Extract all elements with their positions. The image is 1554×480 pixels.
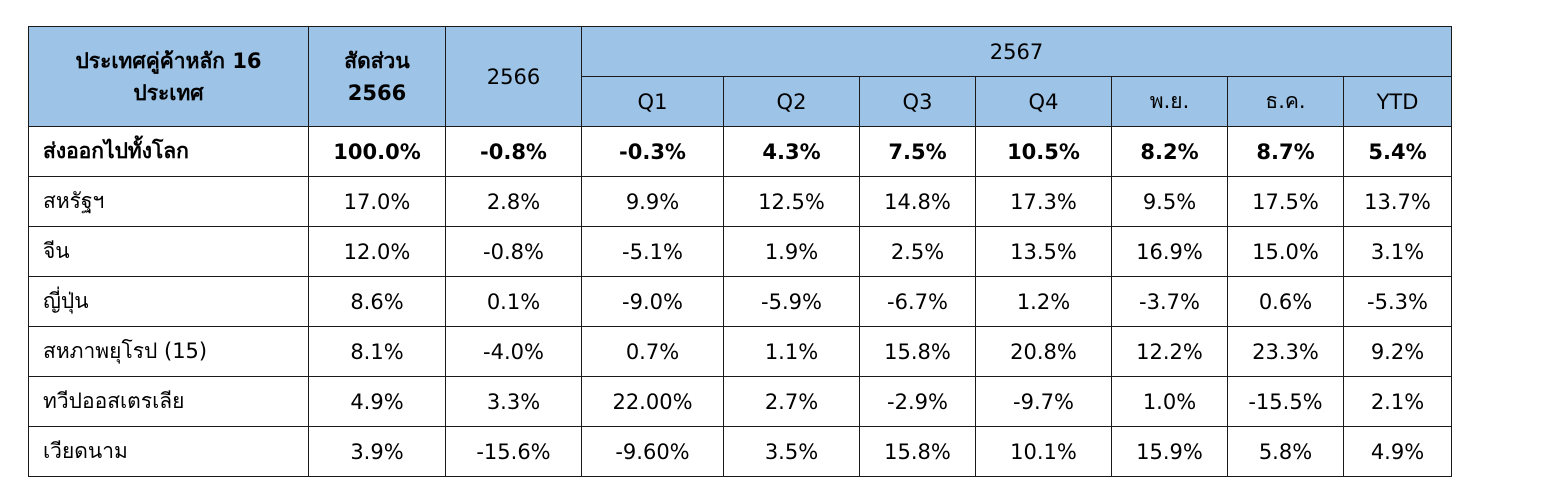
value-cell: -5.3% bbox=[1343, 276, 1452, 327]
value-cell: -4.0% bbox=[445, 326, 582, 377]
table-row: สหภาพยุโรป (15) 8.1% -4.0% 0.7% 1.1% 15.8% 20.… bbox=[28, 326, 1452, 377]
value-cell: 10.1% bbox=[975, 426, 1112, 477]
header-share-line2: 2566 bbox=[347, 80, 407, 105]
value-cell: 5.8% bbox=[1227, 426, 1344, 477]
value-cell: 10.5% bbox=[975, 126, 1112, 177]
value-cell: 1.1% bbox=[723, 326, 860, 377]
value-cell: 0.6% bbox=[1227, 276, 1344, 327]
value-cell: 8.6% bbox=[308, 276, 446, 327]
value-cell: -5.1% bbox=[581, 226, 724, 277]
value-cell: -0.8% bbox=[445, 226, 582, 277]
header-period: Q1 bbox=[581, 76, 724, 127]
value-cell: 17.0% bbox=[308, 176, 446, 227]
country-cell: ส่งออกไปทั้งโลก bbox=[28, 126, 309, 177]
country-cell: ทวีปออสเตรเลีย bbox=[28, 376, 309, 427]
header-year-curr: 2567 bbox=[581, 26, 1452, 77]
value-cell: 8.1% bbox=[308, 326, 446, 377]
value-cell: 17.5% bbox=[1227, 176, 1344, 227]
value-cell: -2.9% bbox=[859, 376, 976, 427]
country-cell: ญี่ปุ่น bbox=[28, 276, 309, 327]
header-country-line1: ประเทศคู่ค้าหลัก 16 bbox=[75, 48, 262, 73]
country-cell: สหรัฐฯ bbox=[28, 176, 309, 227]
value-cell: 15.9% bbox=[1111, 426, 1228, 477]
value-cell: 22.00% bbox=[581, 376, 724, 427]
value-cell: 23.3% bbox=[1227, 326, 1344, 377]
value-cell: 1.2% bbox=[975, 276, 1112, 327]
value-cell: 20.8% bbox=[975, 326, 1112, 377]
value-cell: 13.5% bbox=[975, 226, 1112, 277]
value-cell: 2.1% bbox=[1343, 376, 1452, 427]
header-period: Q4 bbox=[975, 76, 1112, 127]
export-growth-table: ประเทศคู่ค้าหลัก 16 ประเทศ สัดส่วน 2566 … bbox=[28, 26, 1452, 477]
value-cell: 1.9% bbox=[723, 226, 860, 277]
table-body: ส่งออกไปทั้งโลก 100.0% -0.8% -0.3% 4.3% 7.5% 1… bbox=[28, 126, 1452, 477]
value-cell: 0.1% bbox=[445, 276, 582, 327]
value-cell: -5.9% bbox=[723, 276, 860, 327]
value-cell: 12.2% bbox=[1111, 326, 1228, 377]
value-cell: 9.9% bbox=[581, 176, 724, 227]
value-cell: -3.7% bbox=[1111, 276, 1228, 327]
country-cell: สหภาพยุโรป (15) bbox=[28, 326, 309, 377]
value-cell: 8.7% bbox=[1227, 126, 1344, 177]
value-cell: 3.1% bbox=[1343, 226, 1452, 277]
value-cell: 15.8% bbox=[859, 326, 976, 377]
value-cell: 3.5% bbox=[723, 426, 860, 477]
value-cell: 9.5% bbox=[1111, 176, 1228, 227]
value-cell: -9.7% bbox=[975, 376, 1112, 427]
table-row: จีน 12.0% -0.8% -5.1% 1.9% 2.5% 13.5% 16.9% 15.0… bbox=[28, 226, 1452, 277]
value-cell: -9.60% bbox=[581, 426, 724, 477]
value-cell: 12.0% bbox=[308, 226, 446, 277]
header-period: Q2 bbox=[723, 76, 860, 127]
value-cell: 13.7% bbox=[1343, 176, 1452, 227]
header-share-line1: สัดส่วน bbox=[344, 48, 410, 73]
value-cell: 14.8% bbox=[859, 176, 976, 227]
value-cell: -0.8% bbox=[445, 126, 582, 177]
value-cell: -15.6% bbox=[445, 426, 582, 477]
value-cell: -6.7% bbox=[859, 276, 976, 327]
header-period: YTD bbox=[1343, 76, 1452, 127]
value-cell: 15.0% bbox=[1227, 226, 1344, 277]
value-cell: 0.7% bbox=[581, 326, 724, 377]
value-cell: 1.0% bbox=[1111, 376, 1228, 427]
value-cell: 12.5% bbox=[723, 176, 860, 227]
table-row: เวียดนาม 3.9% -15.6% -9.60% 3.5% 15.8% 10.1% 15… bbox=[28, 426, 1452, 477]
value-cell: 2.5% bbox=[859, 226, 976, 277]
value-cell: 16.9% bbox=[1111, 226, 1228, 277]
header-period: พ.ย. bbox=[1111, 76, 1228, 127]
value-cell: 7.5% bbox=[859, 126, 976, 177]
header-period: Q3 bbox=[859, 76, 976, 127]
value-cell: 3.9% bbox=[308, 426, 446, 477]
value-cell: 4.9% bbox=[1343, 426, 1452, 477]
country-cell: เวียดนาม bbox=[28, 426, 309, 477]
table-row: ทวีปออสเตรเลีย 4.9% 3.3% 22.00% 2.7% -2.9% -9.… bbox=[28, 376, 1452, 427]
value-cell: 15.8% bbox=[859, 426, 976, 477]
value-cell: 17.3% bbox=[975, 176, 1112, 227]
value-cell: -0.3% bbox=[581, 126, 724, 177]
value-cell: 3.3% bbox=[445, 376, 582, 427]
country-cell: จีน bbox=[28, 226, 309, 277]
header-country-line2: ประเทศ bbox=[133, 80, 204, 105]
table-row: ส่งออกไปทั้งโลก 100.0% -0.8% -0.3% 4.3% 7.5% 1… bbox=[28, 126, 1452, 177]
value-cell: 8.2% bbox=[1111, 126, 1228, 177]
value-cell: 4.3% bbox=[723, 126, 860, 177]
header-country: ประเทศคู่ค้าหลัก 16 ประเทศ bbox=[28, 26, 309, 127]
value-cell: 2.8% bbox=[445, 176, 582, 227]
header-share: สัดส่วน 2566 bbox=[308, 26, 446, 127]
table-header: ประเทศคู่ค้าหลัก 16 ประเทศ สัดส่วน 2566 … bbox=[28, 26, 1452, 127]
value-cell: -15.5% bbox=[1227, 376, 1344, 427]
value-cell: 5.4% bbox=[1343, 126, 1452, 177]
value-cell: 100.0% bbox=[308, 126, 446, 177]
value-cell: 4.9% bbox=[308, 376, 446, 427]
header-period: ธ.ค. bbox=[1227, 76, 1344, 127]
header-year-prev: 2566 bbox=[445, 26, 582, 127]
value-cell: -9.0% bbox=[581, 276, 724, 327]
table-row: ญี่ปุ่น 8.6% 0.1% -9.0% -5.9% -6.7% 1.2% -3.7% 0… bbox=[28, 276, 1452, 327]
value-cell: 2.7% bbox=[723, 376, 860, 427]
value-cell: 9.2% bbox=[1343, 326, 1452, 377]
table-row: สหรัฐฯ 17.0% 2.8% 9.9% 12.5% 14.8% 17.3% 9.5% 17… bbox=[28, 176, 1452, 227]
